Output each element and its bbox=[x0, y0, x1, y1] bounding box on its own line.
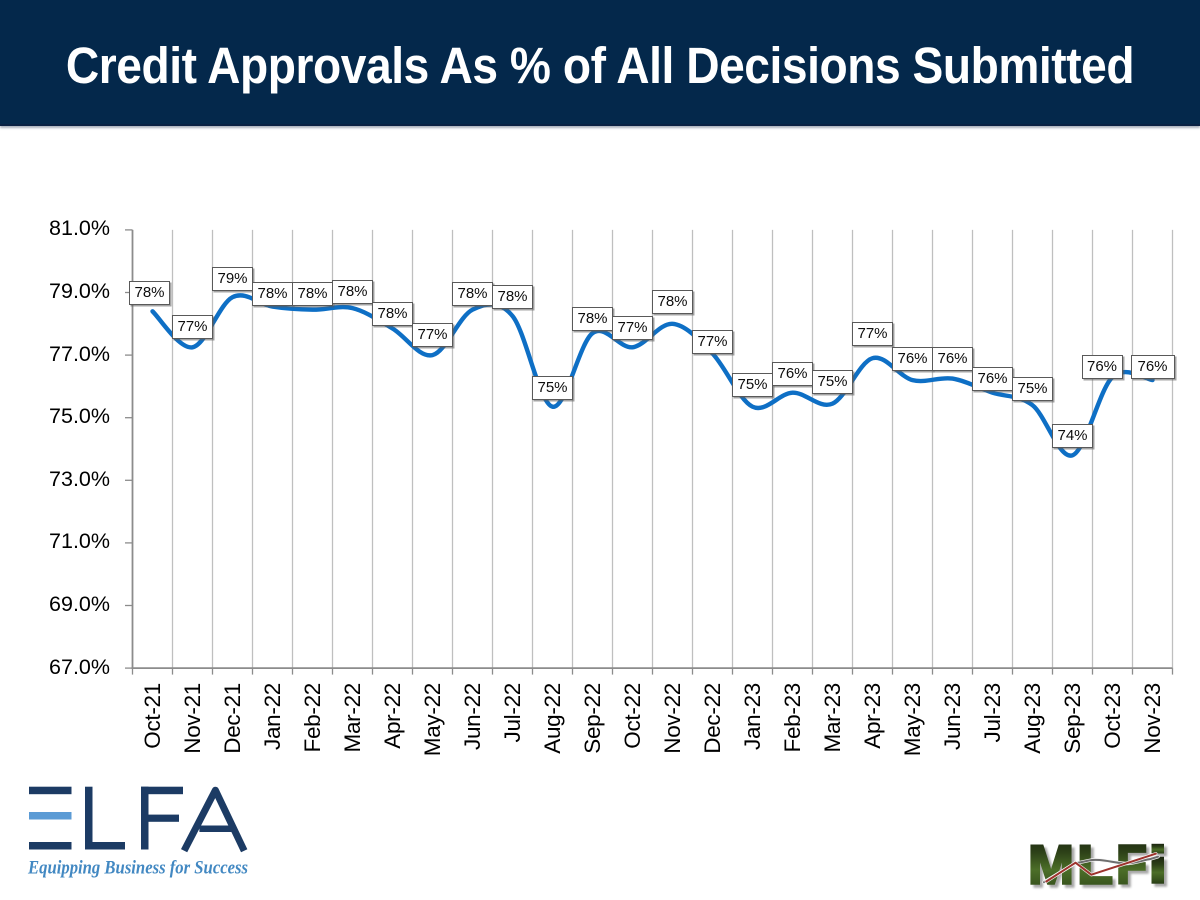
svg-text:L: L bbox=[1077, 834, 1113, 896]
svg-text:M: M bbox=[1028, 834, 1074, 896]
svg-text:Equipping Business for Success: Equipping Business for Success bbox=[27, 858, 248, 879]
